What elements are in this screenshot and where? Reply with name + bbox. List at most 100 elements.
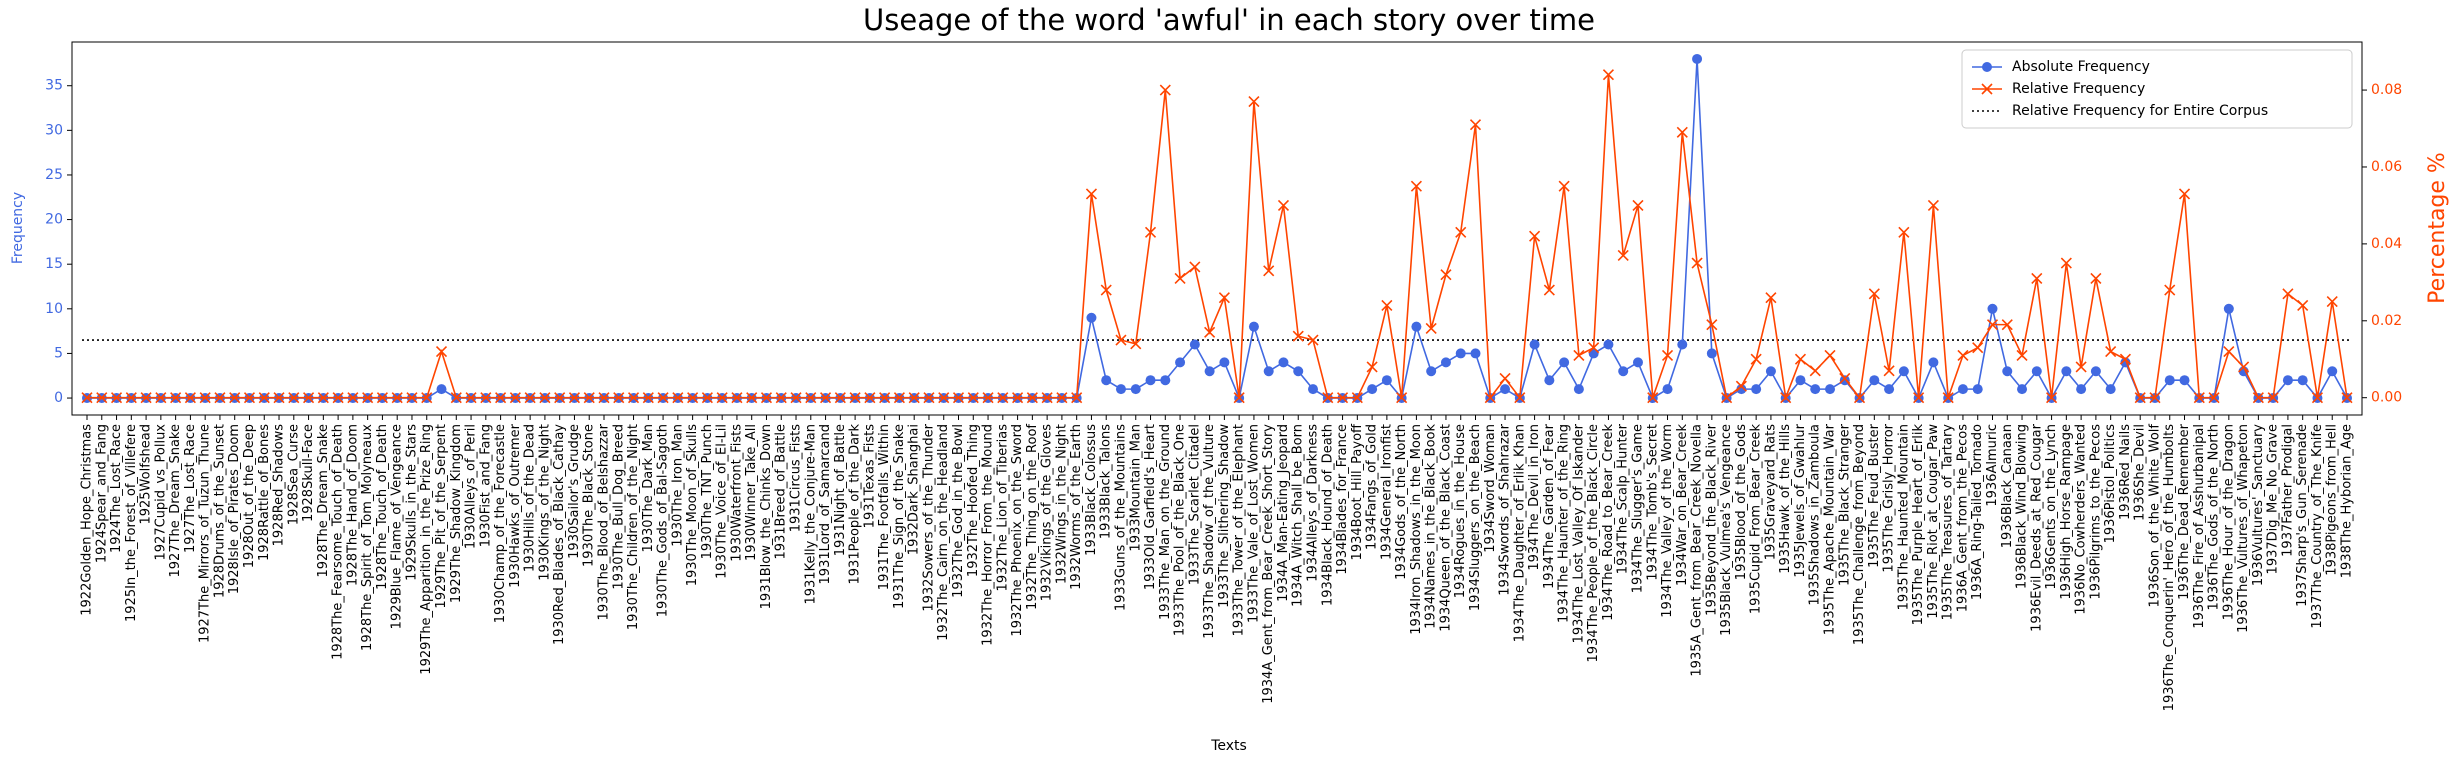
y-tick-label: 15 xyxy=(45,256,63,272)
data-point xyxy=(1292,330,1304,342)
data-point xyxy=(1573,384,1584,395)
data-point xyxy=(1735,380,1747,392)
data-point xyxy=(790,392,802,404)
data-point xyxy=(362,392,374,404)
data-point xyxy=(1647,392,1659,404)
data-point xyxy=(1676,126,1688,138)
x-tick-label: 1930The_Children_of_the_Night xyxy=(626,424,641,630)
y2-tick-label: 0.00 xyxy=(2371,390,2402,406)
data-point xyxy=(1130,338,1142,350)
x-tick-label: 1933The_Scarlet_Citadel xyxy=(1187,424,1202,585)
data-point xyxy=(1529,339,1540,350)
data-point xyxy=(2252,392,2264,404)
data-point xyxy=(1559,357,1570,368)
x-tick-label: 1934The_Garden_of_Fear xyxy=(1542,423,1557,589)
data-point xyxy=(1160,375,1171,386)
data-point xyxy=(2016,349,2028,361)
data-point xyxy=(923,392,935,404)
data-point xyxy=(554,392,566,404)
data-point xyxy=(1529,230,1541,242)
data-point xyxy=(347,392,359,404)
data-point xyxy=(539,392,551,404)
x-tick-label: 1927The_Lost_Race xyxy=(183,424,198,553)
data-point xyxy=(2223,345,2235,358)
data-point xyxy=(701,392,713,404)
x-tick-label: 1930Fist_and_Fang xyxy=(478,424,493,547)
data-point xyxy=(1277,199,1290,211)
data-point xyxy=(1115,334,1127,346)
data-point xyxy=(1071,392,1083,404)
x-tick-label: 1936She_Devil xyxy=(2133,424,2148,521)
x-tick-label: 1930Hills_of_the_Dead xyxy=(523,424,538,572)
x-tick-label: 1928The_Dream_Snake xyxy=(316,424,331,577)
x-tick-label: 1934Sword_Woman xyxy=(1483,424,1498,553)
data-point xyxy=(1957,384,1968,395)
data-point xyxy=(2060,257,2072,269)
data-point xyxy=(938,392,950,404)
x-tick-label: 1934Names_in_the_Black_Book xyxy=(1424,424,1439,629)
x-tick-label: 1934Black_Hound_of_Death xyxy=(1320,424,1335,606)
x-tick-label: 1933Guns_of_the_Mountains xyxy=(1113,424,1128,611)
data-point xyxy=(524,392,536,404)
data-point xyxy=(1484,392,1496,404)
x-tick-label: 1935Blood_of_the_Gods xyxy=(1734,424,1749,580)
data-point xyxy=(1543,284,1555,296)
x-tick-label: 1936The_Dead_Remember xyxy=(2177,423,2192,600)
data-point xyxy=(1470,348,1481,359)
data-point xyxy=(967,392,979,404)
data-point xyxy=(1499,372,1511,385)
data-point xyxy=(1795,375,1806,386)
data-point xyxy=(746,392,758,404)
data-point xyxy=(170,392,182,404)
data-point xyxy=(1588,342,1600,354)
x-tick-label: 1936A_Ring-Tailed_Tornado xyxy=(1970,424,1985,600)
x-tick-label: 1933The_Tower_of_the_Elephant xyxy=(1232,424,1247,636)
x-tick-label: 1935The_Treasures_of_Tartary xyxy=(1941,424,1956,621)
x-tick-label: 1935Jewels_of_Gwahlur xyxy=(1793,423,1808,577)
data-point xyxy=(2002,366,2013,377)
x-tick-label: 1936The_Gods_of_the_North xyxy=(2207,424,2222,611)
x-tick-label: 1937Dig_Me_No_Grave xyxy=(2266,424,2281,574)
y2-axis-label: Percentage % xyxy=(2425,152,2450,304)
y2-tick-label: 0.04 xyxy=(2371,236,2402,252)
legend-label: Relative Frequency for Entire Corpus xyxy=(2012,103,2268,119)
data-point xyxy=(716,392,728,404)
data-point xyxy=(1455,348,1466,359)
data-point xyxy=(1500,384,1511,395)
x-tick-label: 1927Cupid_vs_Pollux xyxy=(153,424,168,561)
data-point xyxy=(1026,392,1038,404)
data-point xyxy=(110,392,123,404)
data-point xyxy=(1632,199,1644,211)
data-point xyxy=(436,384,447,395)
data-point xyxy=(2223,303,2234,314)
y-axis-label: Frequency xyxy=(10,192,26,264)
x-tick-label: 1930Kings_of_the_Night xyxy=(537,424,552,581)
x-tick-label: 1936Vultures'_Sanctuary xyxy=(2251,424,2266,586)
x-tick-label: 1936High_Horse_Rampage xyxy=(2059,424,2074,600)
x-tick-label: 1933The_Shadow_of_the_Vulture xyxy=(1202,424,1217,639)
data-point xyxy=(952,392,965,404)
data-point xyxy=(509,392,521,404)
x-tick-label: 1929The_Pit_of_the_Serpent xyxy=(434,424,449,609)
data-point xyxy=(2311,392,2324,404)
x-tick-label: 1937Sharp's_Gun_Serenade xyxy=(2295,424,2310,607)
data-point xyxy=(1736,384,1747,395)
data-point xyxy=(1396,392,1408,404)
x-tick-label: 1928The_Hand_of_Doom xyxy=(345,424,360,586)
data-point xyxy=(1012,392,1024,404)
data-point xyxy=(2061,366,2072,377)
data-point xyxy=(96,392,108,404)
x-tick-label: 1936The_Vultures_of_Whapeton xyxy=(2236,424,2251,633)
data-point xyxy=(1603,339,1614,350)
data-point xyxy=(376,392,388,404)
data-point xyxy=(273,392,285,404)
x-tick-label: 1930Waterfront_Fists xyxy=(729,424,744,562)
data-point xyxy=(1750,353,1762,365)
data-point xyxy=(1869,375,1880,386)
data-point xyxy=(2090,272,2102,285)
x-tick-label: 1930The_TNT_Punch xyxy=(700,424,715,559)
x-tick-label: 1934Swords_of_Shahrazar xyxy=(1498,423,1513,595)
x-tick-label: 1934A_Man-Eating_Jeopard xyxy=(1276,424,1291,602)
data-point xyxy=(1233,392,1245,404)
